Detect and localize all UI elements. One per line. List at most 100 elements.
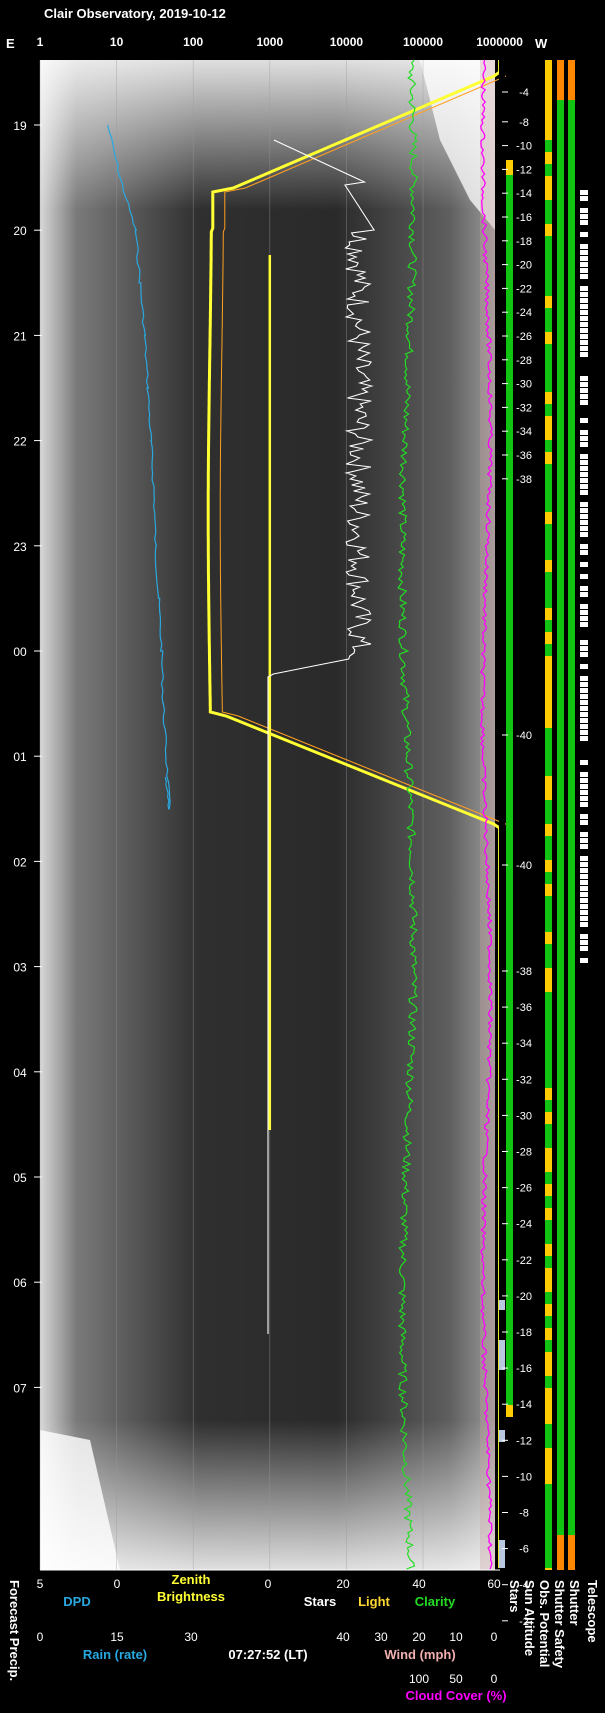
wind-label: Wind (mph) bbox=[384, 1647, 455, 1662]
sun-altitude-tick-label: -10 bbox=[516, 141, 532, 153]
telescope-mark bbox=[580, 586, 588, 591]
telescope-mark bbox=[580, 874, 588, 879]
dpd-series bbox=[107, 124, 171, 810]
obs-potential-go bbox=[545, 1100, 552, 1112]
telescope-mark bbox=[580, 676, 588, 681]
telescope-mark bbox=[580, 382, 588, 387]
sun-altitude-tick-label: -16 bbox=[516, 212, 532, 224]
time-tick-label: 06 bbox=[13, 1276, 27, 1290]
brightness-tick: 100 bbox=[183, 35, 203, 49]
obs-potential-go bbox=[545, 1292, 552, 1304]
telescope-mark bbox=[580, 604, 588, 609]
obs-potential-go bbox=[545, 1028, 552, 1040]
east-label: E bbox=[6, 36, 15, 51]
telescope-mark bbox=[580, 388, 588, 393]
telescope-mark bbox=[580, 472, 588, 477]
obs-potential-go bbox=[545, 1544, 552, 1556]
obs-potential-go bbox=[545, 836, 552, 848]
telescope-mark bbox=[580, 820, 588, 825]
obs-potential-go bbox=[545, 1316, 552, 1328]
telescope-mark bbox=[580, 304, 588, 309]
telescope-mark bbox=[580, 574, 588, 579]
clarity-label: Clarity bbox=[415, 1594, 456, 1609]
sun-altitude-tick-label: -26 bbox=[516, 1183, 532, 1195]
time-tick-label: 00 bbox=[13, 645, 27, 659]
obs-potential-go bbox=[545, 644, 552, 656]
obs-potential-go bbox=[545, 1064, 552, 1076]
stars-tick-0: 0 bbox=[265, 1577, 272, 1591]
telescope-mark bbox=[580, 844, 588, 849]
sun-altitude-tick-label: -10 bbox=[516, 1471, 532, 1483]
obs-potential-go bbox=[545, 620, 552, 632]
sun-altitude-tick-label: -28 bbox=[516, 1147, 532, 1159]
telescope-mark bbox=[580, 718, 588, 723]
time-tick-label: 04 bbox=[13, 1066, 27, 1080]
telescope-mark bbox=[580, 346, 588, 351]
obs-potential-go bbox=[545, 1052, 552, 1064]
right-label: Obs. Potential bbox=[537, 1580, 552, 1667]
chart-title: Clair Observatory, 2019-10-12 bbox=[44, 6, 226, 21]
sun-altitude-tick-label: -24 bbox=[516, 307, 532, 319]
telescope-mark bbox=[580, 772, 588, 777]
telescope-mark bbox=[580, 814, 588, 819]
telescope-mark bbox=[580, 652, 588, 657]
obs-potential-go bbox=[545, 1016, 552, 1028]
stars-label: Stars bbox=[304, 1594, 337, 1609]
obs-potential-go bbox=[545, 284, 552, 296]
obs-potential-go bbox=[545, 908, 552, 920]
telescope-mark bbox=[580, 316, 588, 321]
telescope-mark bbox=[580, 946, 588, 951]
sun-altitude-tick-label: -30 bbox=[516, 379, 532, 391]
rain-tick-15: 15 bbox=[110, 1630, 124, 1644]
time-tick-label: 19 bbox=[13, 119, 27, 133]
sun-altitude-tick-label: -18 bbox=[516, 1327, 532, 1339]
telescope-mark bbox=[580, 220, 588, 225]
telescope-mark bbox=[580, 922, 588, 927]
telescope-mark bbox=[580, 856, 588, 861]
time-tick-label: 05 bbox=[13, 1171, 27, 1185]
wind-tick-20: 20 bbox=[412, 1630, 426, 1644]
telescope-mark bbox=[580, 232, 588, 237]
shutter-safety-column bbox=[557, 60, 564, 1570]
time-tick-label: 03 bbox=[13, 961, 27, 975]
obs-potential-go bbox=[545, 1436, 552, 1448]
telescope-mark bbox=[580, 514, 588, 519]
rain-tick-30: 30 bbox=[184, 1630, 198, 1644]
time-tick-label: 02 bbox=[13, 855, 27, 869]
obs-potential-go bbox=[545, 464, 552, 476]
obs-potential-go bbox=[545, 1172, 552, 1184]
time-tick-label: 22 bbox=[13, 435, 27, 449]
brightness-tick: 100000 bbox=[403, 35, 443, 49]
sun-altitude-tick-label: -22 bbox=[516, 283, 532, 295]
right-label: Sun Altitude bbox=[522, 1580, 537, 1656]
sun-altitude-tick-label: -12 bbox=[516, 1435, 532, 1447]
telescope-mark bbox=[580, 898, 588, 903]
telescope-mark bbox=[580, 958, 588, 963]
telescope-mark bbox=[580, 262, 588, 267]
brightness-tick: 10000 bbox=[330, 35, 364, 49]
time-tick-label: 21 bbox=[13, 329, 27, 343]
telescope-mark bbox=[580, 466, 588, 471]
obs-potential-go bbox=[545, 896, 552, 908]
obs-potential-go bbox=[545, 524, 552, 536]
time-axis: 19 20 21 22 23 00 01 02 03 04 05 06 07 bbox=[13, 119, 42, 1395]
obs-potential-go bbox=[545, 956, 552, 968]
stars-tick-20: 20 bbox=[336, 1577, 350, 1591]
sun-altitude-tick-label: -20 bbox=[516, 260, 532, 272]
sun-altitude-tick-label: -8 bbox=[519, 1508, 529, 1520]
brightness-tick: 10 bbox=[110, 35, 124, 49]
obs-potential-go bbox=[545, 344, 552, 356]
obs-potential-go bbox=[545, 476, 552, 488]
obs-potential-go bbox=[545, 260, 552, 272]
obs-potential-go bbox=[545, 1124, 552, 1136]
obs-potential-go bbox=[545, 800, 552, 812]
telescope-mark bbox=[580, 940, 588, 945]
stars-tick-40: 40 bbox=[412, 1577, 426, 1591]
sun-altitude-tick-label: -18 bbox=[516, 236, 532, 248]
telescope-mark bbox=[580, 334, 588, 339]
telescope-mark bbox=[580, 916, 588, 921]
telescope-mark bbox=[580, 520, 588, 525]
west-label: W bbox=[535, 36, 548, 51]
brightness-axis-ticks: 1 10 100 1000 10000 100000 1000000 bbox=[37, 35, 524, 49]
sun-altitude-tick-label: -40 bbox=[516, 860, 532, 872]
